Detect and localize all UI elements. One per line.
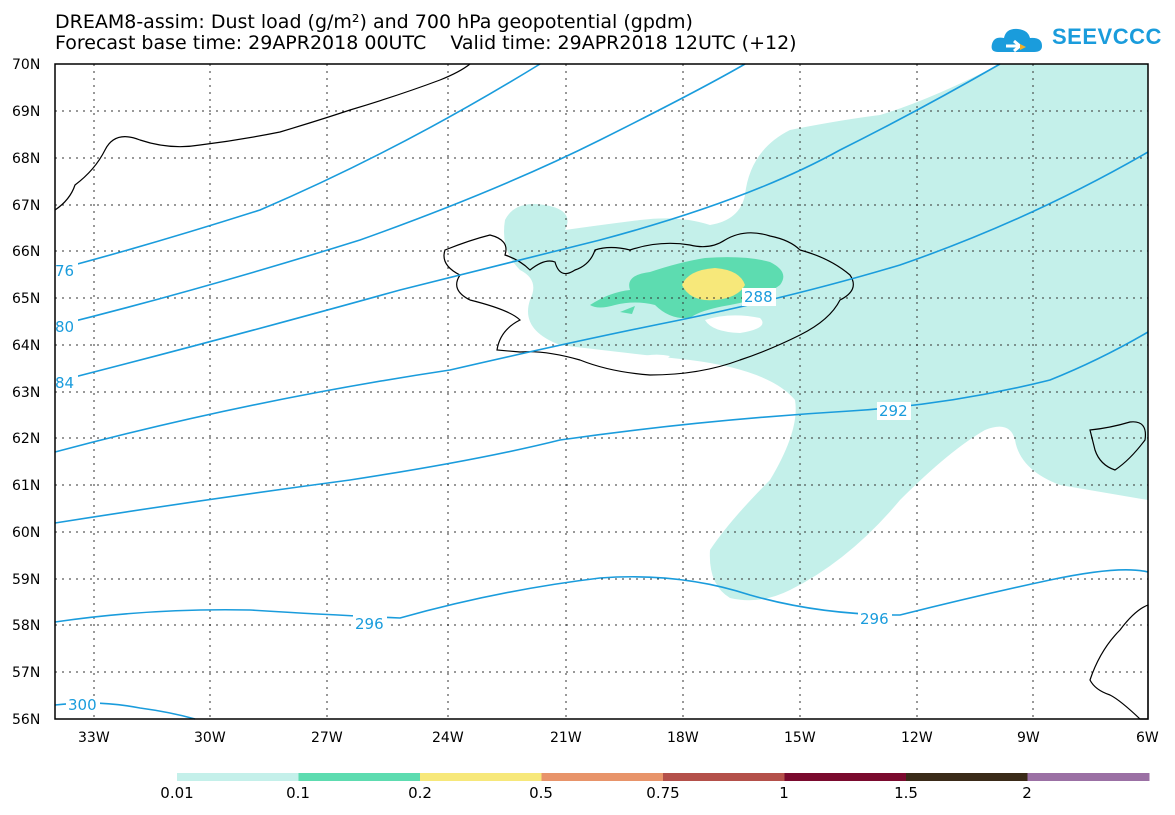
iceland-coast: [443, 232, 854, 376]
lat-label: 67N: [12, 198, 40, 214]
colorbar-label: 0.75: [646, 784, 680, 802]
lat-label: 60N: [12, 525, 40, 541]
lat-label: 56N: [12, 712, 40, 728]
lon-label: 12W: [901, 730, 933, 746]
lat-label: 61N: [12, 478, 40, 494]
map-subtitle: Forecast base time: 29APR2018 00UTC Vali…: [55, 32, 797, 54]
contour-label: 296: [860, 610, 889, 628]
lon-label: 15W: [784, 730, 816, 746]
colorbar-label: 0.1: [286, 784, 310, 802]
lat-label: 66N: [12, 244, 40, 260]
colorbar-segment: [298, 773, 421, 781]
contour-label: 76: [55, 262, 74, 280]
lat-label: 65N: [12, 291, 40, 307]
lon-label: 21W: [550, 730, 582, 746]
colorbar-segment: [177, 773, 299, 781]
contour-labels: 76 80 84 288 292 296 296 300: [54, 262, 911, 714]
grid-lines: [55, 64, 1148, 719]
lat-label: 57N: [12, 665, 40, 681]
lat-label: 59N: [12, 572, 40, 588]
colorbar-label: 0.2: [408, 784, 432, 802]
colorbar-label: 1.5: [894, 784, 918, 802]
lon-label: 6W: [1136, 730, 1159, 746]
lat-label: 62N: [12, 431, 40, 447]
dust-shading-low: [504, 64, 1148, 601]
contour-label: 288: [744, 288, 773, 306]
colorbar-label: 2: [1022, 784, 1032, 802]
faroe-coast: [1089, 421, 1147, 471]
colorbar-segment: [663, 773, 785, 781]
lon-label: 30W: [194, 730, 226, 746]
lat-label: 63N: [12, 385, 40, 401]
contour-label: 300: [68, 696, 97, 714]
contour-label: 80: [55, 318, 74, 336]
contour-296: [54, 568, 1149, 623]
colorbar-segment: [420, 773, 542, 781]
dust-shading-low-holes: [630, 315, 763, 366]
lat-label: 68N: [12, 151, 40, 167]
colorbar-label: 0.5: [529, 784, 553, 802]
contour-label: 84: [55, 374, 74, 392]
contour-288: [54, 151, 1149, 453]
geopotential-contours: [54, 63, 1149, 720]
lon-label: 33W: [78, 730, 110, 746]
contour-label: 296: [355, 615, 384, 633]
colorbar: [177, 773, 1150, 781]
colorbar-segment: [541, 773, 664, 781]
dust-shading-high: [682, 268, 745, 301]
greenland-coast: [54, 63, 471, 211]
colorbar-label: 0.01: [160, 784, 194, 802]
colorbar-segment: [906, 773, 1028, 781]
lat-label: 58N: [12, 618, 40, 634]
lon-labels: 33W 30W 27W 24W 21W 18W 15W 12W 9W 6W: [78, 730, 1159, 746]
lon-label: 24W: [432, 730, 464, 746]
map-frame: [54, 63, 1149, 720]
map-title: DREAM8-assim: Dust load (g/m²) and 700 h…: [55, 11, 693, 33]
scotland-coast: [1089, 604, 1149, 720]
lat-label: 70N: [12, 57, 40, 73]
logo-text: SEEVCCC: [1052, 24, 1162, 49]
colorbar-segment: [1027, 773, 1150, 781]
lon-label: 27W: [311, 730, 343, 746]
contour-292: [54, 331, 1149, 524]
contour-284: [54, 63, 1001, 383]
lon-label: 18W: [667, 730, 699, 746]
contour-276: [54, 63, 541, 271]
colorbar-segment: [784, 773, 907, 781]
coastlines: [54, 63, 1149, 720]
contour-280: [54, 63, 746, 327]
lon-label: 9W: [1017, 730, 1040, 746]
lat-label: 69N: [12, 104, 40, 120]
colorbar-label: 1: [779, 784, 789, 802]
lat-labels: 70N 69N 68N 67N 66N 65N 64N 63N 62N 61N …: [12, 57, 40, 728]
contour-label: 292: [879, 402, 908, 420]
lat-label: 64N: [12, 338, 40, 354]
cloud-icon: [991, 28, 1042, 53]
